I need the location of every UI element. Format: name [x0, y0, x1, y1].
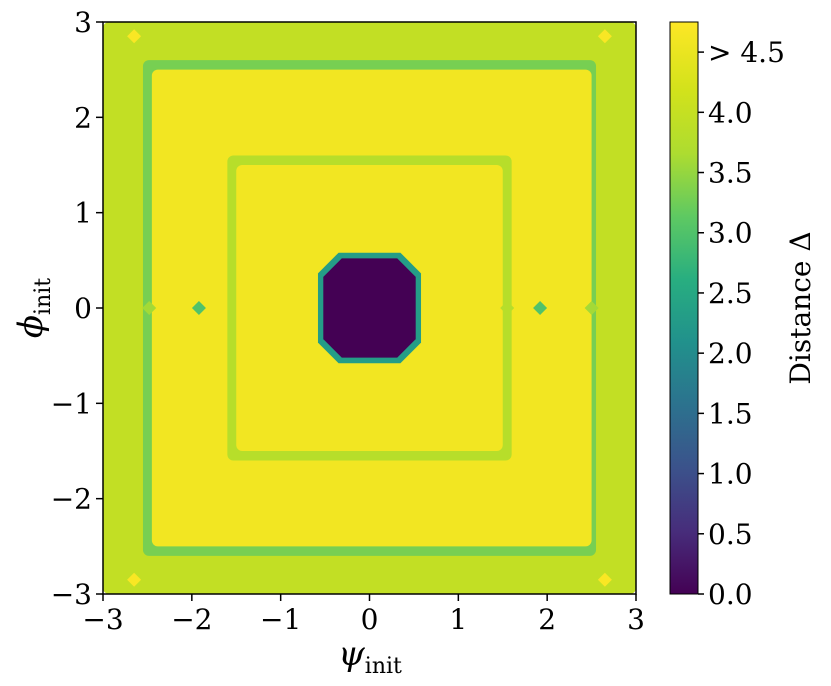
y-tick-label: 2 — [74, 101, 92, 134]
feature-point-6 — [597, 29, 612, 44]
feature-point-7 — [127, 572, 142, 587]
colorbar-ticks: 0.0 0.5 1.0 1.5 2.0 2.5 3.0 3.5 4.0 > 4.5 — [698, 36, 785, 611]
y-tick-label: 0 — [74, 292, 92, 325]
x-axis-label: ψinit — [338, 634, 402, 679]
plot-area — [103, 22, 636, 594]
region-center-minimum — [323, 258, 416, 358]
colorbar-tick-label: > 4.5 — [708, 36, 785, 69]
feature-point-3 — [533, 301, 548, 315]
y-tick-label: −3 — [51, 578, 92, 611]
colorbar-tick-label: 3.0 — [708, 217, 753, 250]
feature-point-5 — [127, 29, 142, 44]
feature-point-2 — [500, 301, 515, 315]
feature-point-4 — [584, 301, 599, 315]
x-tick-label: 3 — [627, 603, 645, 636]
colorbar — [669, 21, 699, 595]
x-axis: −3 −2 −1 0 1 2 3 — [82, 594, 645, 636]
feature-point-0 — [142, 301, 157, 315]
colorbar-tick-label: 4.0 — [708, 96, 753, 129]
y-tick-label: −1 — [51, 387, 92, 420]
feature-point-1 — [191, 301, 206, 315]
colorbar-tick-label: 0.5 — [708, 518, 753, 551]
colorbar-tick-label: 0.0 — [708, 578, 753, 611]
colorbar-label: Distance Δ — [784, 231, 817, 384]
y-tick-label: −2 — [51, 483, 92, 516]
y-axis: −3 −2 −1 0 1 2 3 — [51, 6, 103, 611]
colorbar-tick-label: 1.0 — [708, 458, 753, 491]
colorbar-tick-label: 2.0 — [708, 337, 753, 370]
colorbar-tick-label: 2.5 — [708, 277, 753, 310]
colorbar-tick-label: 3.5 — [708, 157, 753, 190]
x-tick-label: 0 — [361, 603, 379, 636]
y-axis-label: ϕinit — [11, 278, 56, 338]
colorbar-tick-label: 1.5 — [708, 397, 753, 430]
x-tick-label: −3 — [82, 603, 123, 636]
y-tick-label: 1 — [74, 197, 92, 230]
y-tick-label: 3 — [74, 6, 92, 39]
x-tick-label: −2 — [171, 603, 212, 636]
x-tick-label: 1 — [449, 603, 467, 636]
feature-point-8 — [597, 572, 612, 587]
x-tick-label: −1 — [260, 603, 301, 636]
x-tick-label: 2 — [538, 603, 556, 636]
